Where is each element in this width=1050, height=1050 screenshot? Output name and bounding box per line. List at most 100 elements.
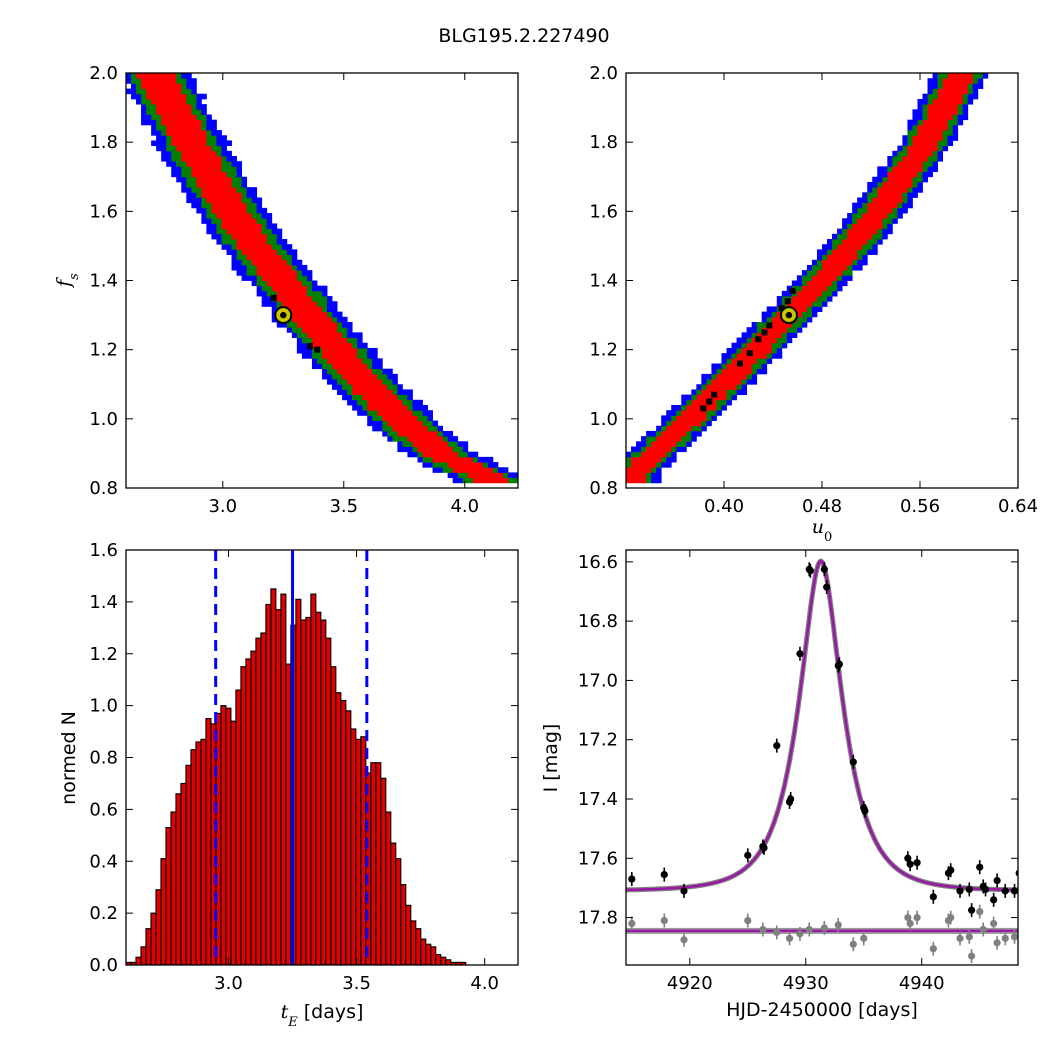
confidence-cell-inner [417,441,423,447]
confidence-cell-inner [316,316,323,323]
confidence-cell-outer [136,93,142,100]
confidence-cell-middle [221,233,227,240]
confidence-cell-middle [362,358,368,364]
confidence-cell-middle [462,477,469,484]
confidence-cell-inner [907,176,913,183]
confidence-cell-inner [661,441,667,447]
confidence-cell-inner [352,347,358,354]
confidence-cell-outer [256,290,263,297]
confidence-cell-outer [872,176,878,183]
confidence-cell-middle [156,119,162,126]
confidence-cell-inner [291,290,298,297]
confidence-cell-inner [892,171,898,178]
confidence-cell-inner [347,358,353,364]
confidence-cell-outer [397,441,403,447]
data-point [660,870,668,879]
confidence-cell-inner [311,316,318,323]
confidence-cell-middle [816,301,823,307]
confidence-cell-middle [186,166,192,172]
confidence-cell-middle [887,218,893,224]
confidence-cell-inner [156,88,162,95]
confidence-cell-middle [286,254,293,261]
confidence-cell-outer [641,441,647,447]
y-tick-label: 0.6 [89,799,118,820]
confidence-cell-outer [231,254,237,261]
confidence-cell-outer [641,436,647,442]
y-tick-label: 16.8 [578,611,618,632]
x-tick-label: 4.0 [470,973,499,994]
confidence-cell-middle [241,187,248,193]
confidence-cell-middle [387,430,393,437]
confidence-cell-outer [206,228,212,235]
confidence-cell-inner [316,337,323,344]
confidence-cell-inner [141,73,147,79]
confidence-cell-middle [176,150,182,157]
confidence-cell-inner [387,394,393,401]
confidence-cell-inner [311,327,318,333]
confidence-cell-middle [231,244,237,250]
confidence-cell-inner [161,73,167,79]
confidence-cell-inner [181,119,187,126]
confidence-cell-inner [432,430,438,437]
confidence-cell-inner [887,171,893,178]
confidence-cell-middle [266,290,273,297]
confidence-cell-outer [847,218,853,224]
model-curves [626,558,1018,934]
confidence-cell-inner [176,109,182,115]
confidence-cell-inner [161,119,167,126]
confidence-cell-middle [271,290,278,297]
confidence-cell-outer [306,275,313,281]
histogram-bar [270,588,277,965]
confidence-cell-outer [412,399,418,406]
confidence-cell-outer [671,456,677,463]
confidence-cell-outer [656,425,662,432]
confidence-cell-inner [716,384,722,390]
confidence-cell-inner [842,259,848,266]
confidence-cell-outer [872,244,878,250]
confidence-cell-inner [947,104,954,110]
confidence-cell-outer [852,207,858,214]
confidence-cell-middle [457,451,464,458]
confidence-cell-inner [837,249,843,255]
confidence-cell-inner [367,394,373,401]
confidence-cell-inner [646,451,652,458]
confidence-cell-inner [412,420,418,427]
confidence-cell-inner [186,140,192,147]
confidence-cell-middle [746,373,753,380]
confidence-cell-middle [271,239,278,245]
confidence-cell-inner [686,410,692,416]
confidence-cell-inner [892,176,898,183]
confidence-cell-inner [862,213,868,219]
confidence-cell-inner [847,244,853,250]
confidence-cell-outer [482,456,489,463]
confidence-cell-outer [161,150,167,157]
confidence-cell-inner [437,451,444,458]
confidence-cell-outer [211,119,217,126]
confidence-cell-inner [701,394,707,401]
confidence-cell-inner [342,342,348,349]
confidence-cell-middle [706,410,712,416]
confidence-cell-inner [347,368,353,375]
confidence-cell-inner [822,285,828,292]
confidence-cell-inner [156,109,162,115]
confidence-cell-middle [316,358,323,364]
confidence-cell-outer [887,161,893,167]
confidence-cell-inner [201,145,207,152]
confidence-cell-inner [726,379,732,385]
confidence-cell-outer [661,462,667,468]
confidence-cell-inner [721,389,727,396]
confidence-cell-middle [942,140,949,147]
confidence-cell-inner [872,213,878,219]
confidence-cell-middle [907,187,913,193]
confidence-cell-outer [666,415,672,421]
confidence-cell-inner [852,223,858,230]
confidence-cell-middle [937,73,944,79]
confidence-cell-inner [407,425,413,432]
confidence-cell-inner [832,249,838,255]
confidence-cell-outer [427,415,433,421]
confidence-cell-outer [932,166,938,172]
confidence-cell-outer [711,368,717,375]
confidence-cell-outer [932,78,938,84]
confidence-cell-outer [452,436,459,442]
confidence-cell-inner [417,430,423,437]
